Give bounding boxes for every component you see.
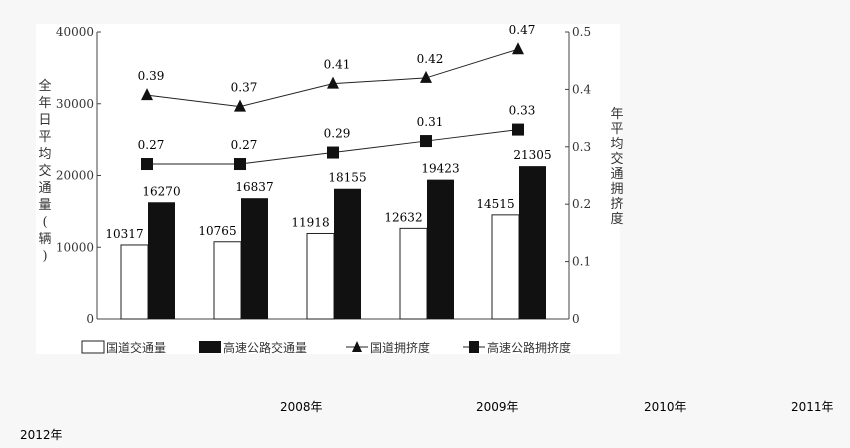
category-label: 2010年 — [644, 400, 687, 414]
right-axis-title-char: 通 — [610, 167, 623, 182]
point-label: 0.41 — [324, 58, 351, 72]
point-label: 0.27 — [231, 138, 258, 152]
right-tick-label: 0 — [572, 312, 580, 326]
point-label: 0.37 — [231, 81, 258, 95]
left-tick-label: 40000 — [56, 25, 94, 39]
category-label: 2008年 — [280, 400, 323, 414]
legend-triangle-icon — [352, 341, 362, 352]
left-axis-title-char: 日 — [38, 113, 51, 128]
square-marker — [327, 146, 339, 159]
bar-expressway — [519, 166, 546, 319]
bar-expressway — [241, 198, 268, 319]
triangle-marker — [141, 88, 153, 101]
point-label: 0.39 — [138, 69, 165, 83]
square-marker — [141, 158, 153, 171]
right-axis-title-char: 均 — [610, 137, 623, 152]
bar-national-road — [491, 214, 520, 320]
right-axis-title-char: 拥 — [610, 182, 623, 197]
left-tick-label: 0 — [86, 312, 94, 326]
left-axis-title-char: ( — [42, 215, 47, 230]
right-axis-title-char: 交 — [610, 151, 623, 167]
right-axis-title-char: 度 — [610, 211, 623, 227]
legend-label: 国道拥挤度 — [370, 340, 430, 355]
right-axis-title-char: 挤 — [610, 197, 623, 212]
square-marker — [512, 123, 524, 136]
bar-national-road — [399, 227, 428, 320]
left-axis-title-char: 量 — [38, 198, 51, 213]
left-tick-label: 10000 — [56, 240, 94, 254]
legend-label: 高速公路拥挤度 — [487, 340, 571, 355]
bar-expressway — [148, 202, 175, 319]
triangle-marker — [327, 76, 339, 89]
right-axis-title-char: 年 — [610, 107, 623, 122]
left-axis-title-char: 均 — [38, 147, 51, 162]
bar-label: 12632 — [384, 210, 422, 224]
triangle-marker — [512, 42, 524, 55]
bar-label: 16837 — [235, 180, 273, 194]
bar-national-road — [213, 241, 242, 320]
bar-label: 11918 — [291, 215, 329, 229]
bar-label: 19423 — [421, 162, 459, 176]
bar-national-road — [120, 244, 149, 320]
triangle-marker — [420, 70, 432, 83]
bar-label: 14515 — [476, 197, 514, 211]
point-label: 0.47 — [509, 23, 536, 37]
point-label: 0.31 — [417, 115, 444, 129]
right-tick-label: 0.2 — [572, 197, 591, 211]
left-axis-title-char: 辆 — [38, 232, 51, 247]
legend-label: 国道交通量 — [106, 340, 166, 355]
left-axis-title-char: 通 — [38, 181, 51, 196]
bar-expressway — [334, 188, 361, 319]
square-marker — [420, 135, 432, 148]
right-tick-label: 0.1 — [572, 255, 591, 269]
point-label: 0.42 — [417, 52, 444, 66]
right-axis-title-char: 平 — [610, 122, 623, 137]
bar-label: 21305 — [513, 148, 551, 162]
right-tick-label: 0.3 — [572, 140, 591, 154]
point-label: 0.33 — [509, 104, 536, 118]
left-axis-title-char: 平 — [38, 130, 51, 145]
bar-national-road — [306, 232, 335, 320]
right-tick-label: 0.4 — [572, 82, 591, 96]
triangle-marker — [234, 99, 246, 112]
bar-label: 18155 — [328, 171, 366, 185]
bar-label: 16270 — [142, 184, 180, 198]
square-marker — [234, 158, 246, 171]
point-label: 0.29 — [324, 127, 351, 141]
right-tick-label: 0.5 — [572, 25, 591, 39]
legend-square-icon — [469, 341, 479, 353]
legend-label: 高速公路交通量 — [223, 340, 307, 355]
legend-swatch-expressway — [199, 341, 221, 353]
left-axis-title-char: 全 — [38, 78, 51, 94]
category-label: 2011年 — [791, 400, 834, 414]
bar-label: 10317 — [105, 227, 143, 241]
category-label: 2009年 — [476, 400, 519, 414]
point-label: 0.27 — [138, 138, 165, 152]
left-tick-label: 20000 — [56, 169, 94, 183]
left-tick-label: 30000 — [56, 97, 94, 111]
bar-label: 10765 — [198, 224, 236, 238]
left-axis-title-char: 交 — [38, 163, 51, 179]
category-label: 2012年 — [20, 428, 63, 442]
left-axis-title-char: 年 — [38, 96, 51, 111]
legend-swatch-national-road — [81, 340, 105, 354]
left-axis-title-char: ) — [42, 249, 47, 264]
bar-expressway — [427, 179, 454, 319]
